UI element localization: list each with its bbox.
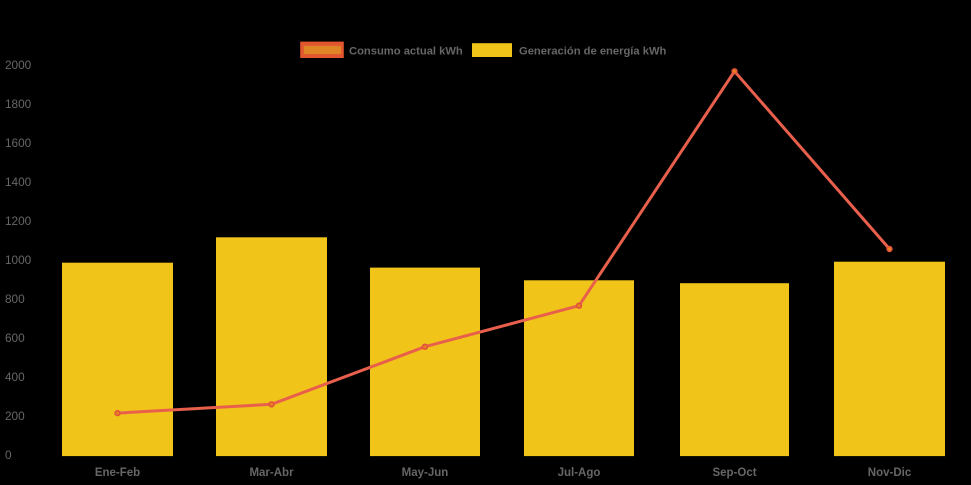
svg-text:1800: 1800: [5, 97, 32, 111]
svg-text:400: 400: [5, 370, 25, 384]
svg-text:2000: 2000: [5, 58, 32, 72]
svg-text:Nov-Dic: Nov-Dic: [868, 467, 912, 479]
svg-text:1600: 1600: [5, 136, 32, 150]
svg-text:May-Jun: May-Jun: [402, 467, 449, 479]
svg-text:Consumo actual kWh: Consumo actual kWh: [349, 46, 463, 58]
svg-text:0: 0: [5, 448, 12, 462]
svg-text:1400: 1400: [5, 175, 32, 189]
svg-text:Ene-Feb: Ene-Feb: [95, 467, 140, 479]
svg-text:200: 200: [5, 409, 25, 423]
svg-text:800: 800: [5, 292, 25, 306]
svg-text:Generación de energía kWh: Generación de energía kWh: [519, 46, 667, 58]
svg-text:1200: 1200: [5, 214, 32, 228]
svg-text:Sep-Oct: Sep-Oct: [712, 467, 756, 479]
svg-text:Mar-Abr: Mar-Abr: [249, 467, 294, 479]
svg-text:1000: 1000: [5, 253, 32, 267]
svg-text:600: 600: [5, 331, 25, 345]
svg-text:Jul-Ago: Jul-Ago: [558, 467, 601, 479]
